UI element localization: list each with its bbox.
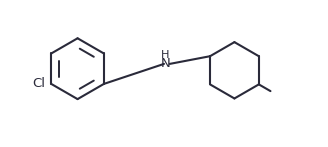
Text: N: N (161, 57, 171, 70)
Text: H: H (161, 50, 169, 60)
Text: Cl: Cl (32, 77, 46, 90)
